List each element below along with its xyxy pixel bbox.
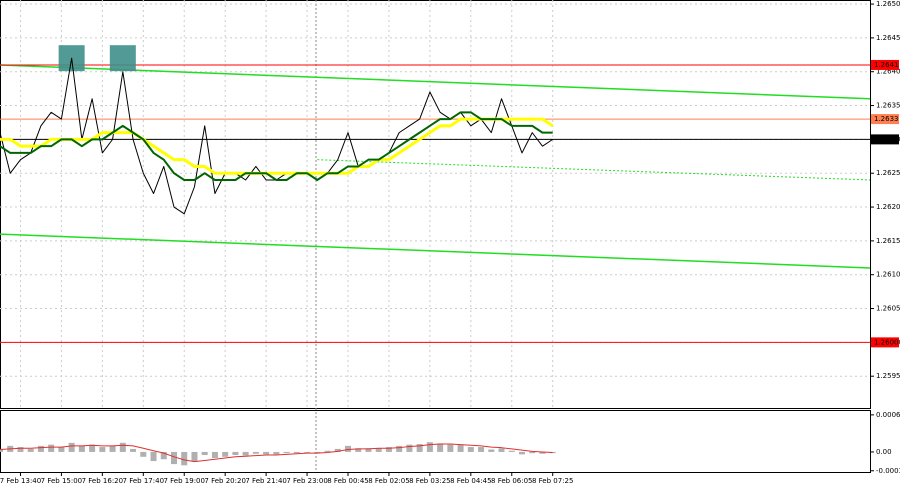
macd-bar <box>58 447 65 452</box>
x-tick-label: 7 Feb 15:00 <box>41 477 82 485</box>
macd-bar <box>0 448 3 452</box>
price-level-label: 1.2630 <box>874 135 899 143</box>
price-level-label: 1.2600 <box>874 338 899 346</box>
macd-bar <box>252 451 259 454</box>
macd-bar <box>467 447 474 452</box>
macd-bar <box>283 451 290 454</box>
y-tick-label: 0.00 <box>876 448 892 456</box>
macd-bar <box>375 448 382 452</box>
macd-bar <box>222 451 229 457</box>
macd-bar <box>150 451 157 462</box>
macd-bar <box>447 444 454 452</box>
macd-bar <box>529 451 536 454</box>
trend-line <box>0 64 871 100</box>
macd-bar <box>314 451 321 454</box>
x-tick-label: 8 Feb 00:45 <box>327 477 368 485</box>
x-tick-label: 7 Feb 21:40 <box>245 477 286 485</box>
x-tick-label: 7 Feb 16:20 <box>82 477 123 485</box>
macd-bar <box>437 443 444 452</box>
macd-bar <box>355 448 362 452</box>
y-tick-label: 1.2640 <box>876 68 900 76</box>
y-tick-label: 1.2645 <box>876 34 900 42</box>
macd-bar <box>406 444 413 452</box>
macd-bar <box>99 447 106 452</box>
macd-bar <box>478 447 485 452</box>
x-tick-label: 7 Feb 19:00 <box>163 477 204 485</box>
y-tick-label: 0.00061 <box>876 411 900 419</box>
macd-bar <box>27 448 34 452</box>
trend-line <box>317 159 871 181</box>
y-tick-label: 1.2615 <box>876 237 900 245</box>
macd-bar <box>78 445 85 452</box>
macd-bar <box>488 449 495 452</box>
y-tick-label: 1.2635 <box>876 102 900 110</box>
macd-bar <box>508 450 515 452</box>
macd-bar <box>519 451 525 455</box>
price-level-box <box>871 59 899 70</box>
x-tick-label: 8 Feb 06:05 <box>491 477 532 485</box>
trend-line <box>0 233 871 269</box>
x-tick-label: 7 Feb 20:20 <box>204 477 245 485</box>
macd-bar <box>232 451 239 455</box>
macd-bar <box>160 451 167 460</box>
macd-bar <box>242 451 249 456</box>
macd-bar <box>89 444 96 452</box>
price-level-box <box>871 337 899 348</box>
signal-marker <box>109 45 136 72</box>
price-level-box <box>871 114 899 125</box>
macd-bar <box>181 451 188 466</box>
macd-bar <box>171 451 177 465</box>
macd-bar <box>304 451 311 453</box>
macd-bar <box>273 451 280 455</box>
x-tick-label: 8 Feb 04:45 <box>450 477 491 485</box>
x-tick-label: 8 Feb 07:25 <box>532 477 573 485</box>
y-tick-label: 1.2625 <box>876 169 900 177</box>
macd-bar <box>385 447 392 452</box>
x-tick-label: 8 Feb 02:05 <box>368 477 409 485</box>
macd-bar <box>539 451 546 454</box>
y-tick-label: 1.2610 <box>876 271 900 279</box>
macd-bar <box>37 445 44 452</box>
x-tick-label: 7 Feb 23:00 <box>286 477 327 485</box>
macd-panel-frame <box>0 410 871 473</box>
macd-bar <box>396 445 403 452</box>
series-line <box>0 443 553 463</box>
macd-bar <box>293 451 300 454</box>
macd-bar <box>457 444 464 452</box>
macd-bar <box>498 448 505 452</box>
macd-bar <box>201 451 208 455</box>
macd-bar <box>17 447 24 452</box>
x-tick-label: 8 Feb 03:25 <box>409 477 450 485</box>
macd-bar <box>119 442 126 452</box>
y-tick-label: 1.2595 <box>876 372 900 380</box>
macd-bar <box>130 448 137 452</box>
x-tick-label: 7 Feb 17:40 <box>123 477 164 485</box>
macd-bar <box>324 450 331 452</box>
price-level-box <box>871 134 899 145</box>
x-tick-label: 7 Feb 13:40 <box>0 477 41 485</box>
macd-bar <box>345 445 351 452</box>
macd-bar <box>109 445 116 452</box>
price-level-label: 1.2641 <box>874 61 899 69</box>
macd-bar <box>365 448 372 452</box>
macd-bar <box>211 451 218 459</box>
macd-bar <box>334 448 341 452</box>
y-tick-label: 1.2620 <box>876 203 900 211</box>
macd-bar <box>140 451 147 457</box>
price-level-label: 1.2633 <box>874 115 899 123</box>
y-tick-label: 1.2650 <box>876 0 900 8</box>
series-line <box>0 111 553 181</box>
y-tick-label: -0.00031 <box>876 467 900 475</box>
macd-bar <box>48 444 55 452</box>
macd-bar <box>191 451 198 462</box>
macd-bar <box>426 442 433 452</box>
macd-bar <box>263 451 270 455</box>
price-panel-frame <box>0 0 871 409</box>
y-tick-label: 1.2605 <box>876 305 900 313</box>
macd-bar <box>68 442 75 452</box>
macd-bar <box>416 444 423 452</box>
